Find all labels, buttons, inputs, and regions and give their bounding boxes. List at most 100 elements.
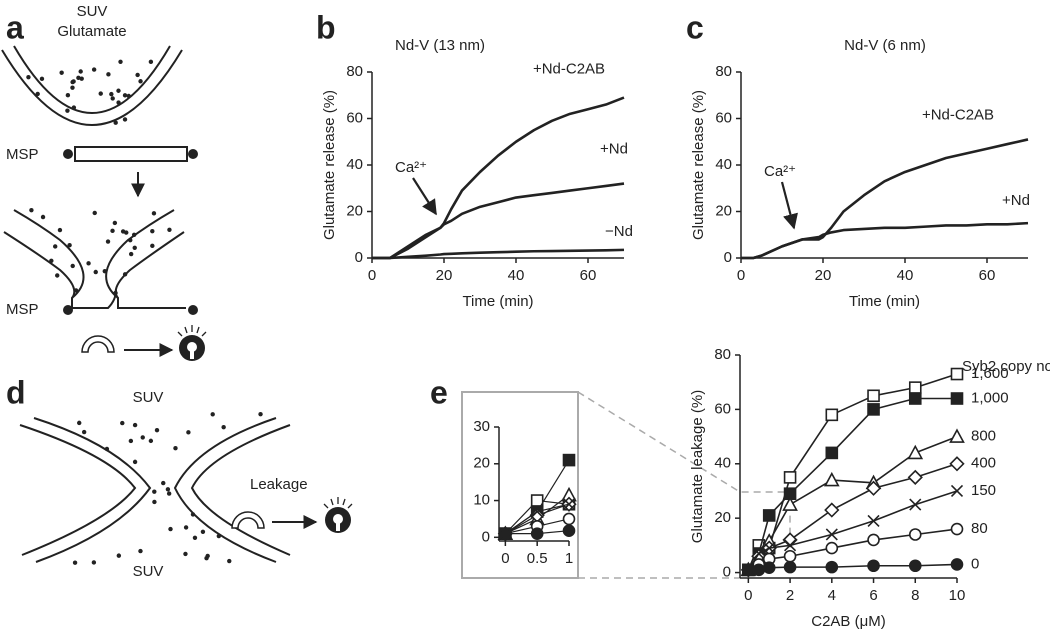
membrane <box>190 424 291 556</box>
y-tick-label: 80 <box>714 346 731 363</box>
diagram-a: SUV Glutamate MSP MSP <box>1 3 207 361</box>
marker <box>867 403 880 416</box>
dot <box>53 244 58 249</box>
dot <box>112 220 118 226</box>
marker <box>950 367 964 381</box>
series-line <box>747 528 958 571</box>
dot <box>166 491 172 496</box>
diagram-label: MSP <box>6 301 39 318</box>
y-tick-label: 0 <box>723 564 731 581</box>
legend-label: 400 <box>971 455 996 472</box>
dot <box>113 120 118 125</box>
dot <box>70 79 75 85</box>
marker <box>562 512 576 526</box>
dot <box>26 74 31 80</box>
dot <box>71 105 77 110</box>
dot <box>165 487 171 492</box>
membrane <box>173 417 277 563</box>
series-line <box>747 373 958 571</box>
y-axis-label: Glutamate release (%) <box>690 90 707 240</box>
marker <box>742 563 755 577</box>
marker <box>752 563 766 577</box>
marker <box>562 524 576 538</box>
marker <box>823 471 840 487</box>
dot <box>190 512 196 517</box>
y-tick-label: 80 <box>715 63 732 80</box>
dot <box>150 243 155 249</box>
legend-title: Syb2 copy no. <box>962 358 1050 375</box>
dot <box>122 93 128 98</box>
dye-off <box>81 335 115 353</box>
series-line <box>741 138 1029 260</box>
y-tick-label: 30 <box>473 418 490 435</box>
legend-label: 150 <box>971 482 996 499</box>
x-tick-label: 4 <box>828 587 836 604</box>
dot <box>86 261 91 266</box>
dot <box>73 288 79 293</box>
marker <box>907 444 924 460</box>
marker <box>825 446 839 460</box>
annotation-arrow <box>412 177 437 216</box>
dot <box>126 93 131 99</box>
annotation-arrow <box>780 181 798 230</box>
dot <box>227 558 232 564</box>
dot <box>161 480 166 486</box>
dot <box>120 420 125 426</box>
dot <box>116 88 121 93</box>
marker <box>824 502 840 518</box>
dot <box>65 93 71 98</box>
dot <box>210 412 215 417</box>
x-axis-label: Time (min) <box>462 293 533 310</box>
legend-label: +Nd <box>600 141 628 158</box>
marker <box>909 498 922 511</box>
legend-label: 1,600 <box>971 365 1009 382</box>
dye-on <box>177 325 207 361</box>
dot <box>102 268 107 274</box>
marker <box>950 558 964 571</box>
nanodisc <box>74 146 188 162</box>
marker <box>825 541 839 555</box>
marker <box>950 484 964 498</box>
y-tick-label: 0 <box>482 528 490 545</box>
dot <box>148 438 154 444</box>
x-tick-label: 20 <box>436 267 453 284</box>
dot <box>167 227 172 233</box>
marker <box>762 509 776 522</box>
marker <box>867 514 880 527</box>
dot <box>138 79 143 84</box>
panel-label: d <box>6 374 26 410</box>
dye-off <box>231 511 265 529</box>
marker <box>908 528 922 541</box>
dot <box>132 459 138 465</box>
dot <box>183 551 188 557</box>
dot <box>152 489 157 494</box>
legend-label: 80 <box>971 520 988 537</box>
dot <box>221 424 226 430</box>
dot <box>132 422 138 428</box>
marker <box>562 498 576 511</box>
dot <box>78 69 83 74</box>
series-line <box>747 435 958 571</box>
membrane <box>19 424 137 556</box>
y-tick-label: 40 <box>715 156 732 173</box>
msp <box>188 305 198 315</box>
membrane <box>3 231 76 299</box>
diagram-label: SUV <box>77 3 108 20</box>
diagram-d: SUV Leakage SUV <box>19 389 353 580</box>
legend-label: −Nd <box>605 223 633 240</box>
dot <box>205 553 210 559</box>
dot <box>70 85 75 90</box>
marker <box>867 389 880 403</box>
marker <box>949 428 965 443</box>
dot <box>98 91 103 96</box>
chart-title: Nd-V (13 nm) <box>395 37 485 54</box>
diagram-label: SUV <box>133 389 164 406</box>
marker <box>950 392 964 405</box>
dot <box>200 529 206 534</box>
dot <box>128 251 134 257</box>
marker <box>865 480 882 496</box>
dot <box>183 525 189 530</box>
marker <box>825 528 838 541</box>
membrane <box>1 49 183 126</box>
